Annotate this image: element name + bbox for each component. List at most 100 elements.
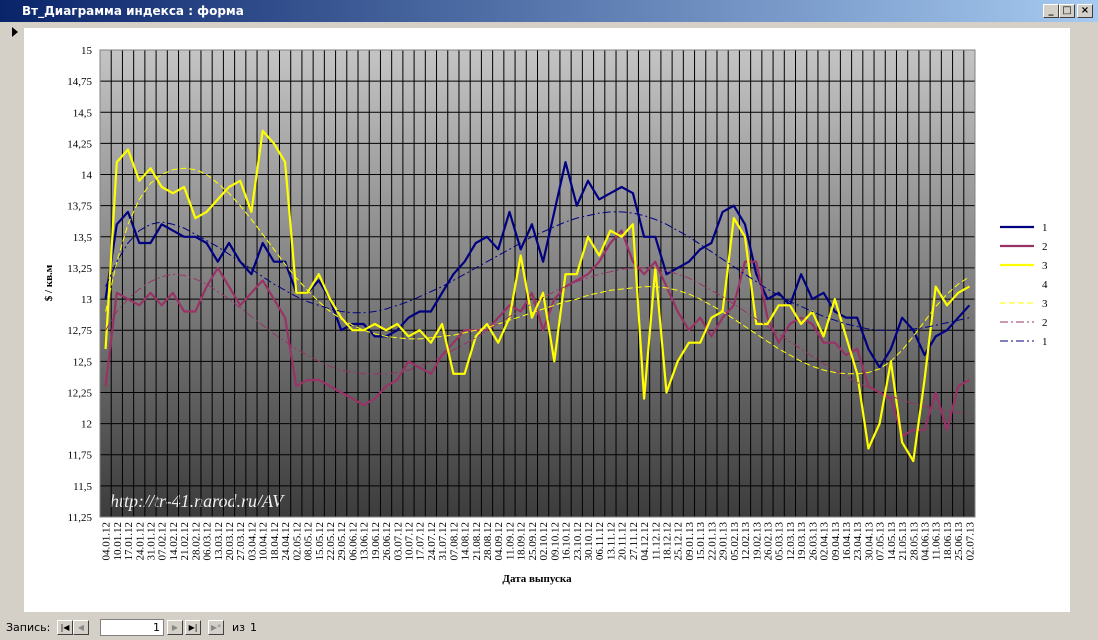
x-tick-label: 09.10.12: [549, 522, 561, 561]
x-tick-label: 24.04.12: [280, 522, 292, 561]
x-tick-label: 04.06.13: [920, 522, 932, 561]
x-tick-label: 09.01.13: [684, 522, 696, 561]
x-tick-label: 04.09.12: [493, 522, 505, 561]
x-tick-label: 05.03.13: [774, 522, 786, 561]
x-tick-label: 28.08.12: [482, 522, 494, 561]
x-tick-label: 14.08.12: [460, 522, 472, 561]
series-line: [105, 167, 970, 375]
legend-label: 2: [1042, 241, 1048, 253]
x-tick-label: 25.09.12: [527, 522, 539, 561]
x-tick-label: 07.02.12: [157, 522, 169, 561]
legend-label: 2: [1042, 317, 1048, 329]
x-tick-label: 06.11.12: [594, 522, 606, 560]
y-tick-label: 14,25: [67, 138, 92, 150]
x-tick-label: 18.04.12: [269, 522, 281, 561]
legend-label: 3: [1042, 298, 1048, 310]
x-tick-label: 21.02.12: [179, 522, 191, 561]
x-tick-label: 04.01.12: [101, 522, 113, 561]
x-tick-label: 26.06.12: [381, 522, 393, 561]
series-line: [105, 267, 970, 415]
series-line: [104, 129, 970, 463]
x-tick-label: 19.03.13: [796, 522, 808, 561]
x-tick-label: 12.02.13: [740, 522, 752, 561]
x-tick-label: 18.09.12: [516, 522, 528, 561]
x-tick-label: 10.07.12: [403, 522, 415, 561]
x-tick-label: 07.08.12: [448, 522, 460, 561]
x-tick-label: 30.10.12: [583, 522, 595, 561]
last-record[interactable]: ▶|: [185, 620, 201, 635]
x-tick-label: 09.04.13: [830, 522, 842, 561]
record-of: из: [232, 621, 245, 634]
x-tick-label: 10.04.12: [258, 522, 270, 561]
x-tick-label: 18.06.13: [942, 522, 954, 561]
y-tick-label: 12,75: [67, 325, 92, 337]
x-tick-label: 03.07.12: [392, 522, 404, 561]
x-tick-label: 02.10.12: [538, 522, 550, 561]
window-title: Вт_Диаграмма индекса : форма: [22, 4, 244, 18]
maximize-button[interactable]: □: [1059, 4, 1075, 18]
x-tick-label: 08.05.12: [303, 522, 315, 561]
record-number[interactable]: 1: [100, 619, 164, 636]
x-tick-label: 12.03.13: [785, 522, 797, 561]
x-tick-label: 25.06.13: [953, 522, 965, 561]
minimize-button[interactable]: _: [1043, 4, 1059, 18]
y-tick-label: 12: [81, 419, 92, 431]
y-tick-label: 11,5: [73, 481, 92, 493]
x-tick-label: 14.05.13: [886, 522, 898, 561]
record-total: 1: [250, 621, 257, 634]
y-tick-label: 11,75: [68, 450, 93, 462]
x-tick-label: 11.06.13: [931, 522, 943, 561]
x-tick-label: 04.12.12: [639, 522, 651, 561]
x-tick-label: 29.05.12: [336, 522, 348, 561]
y-tick-label: 14: [81, 170, 93, 182]
legend-label: 4: [1042, 279, 1048, 291]
x-tick-label: 24.01.12: [134, 522, 146, 561]
x-tick-label: 20.03.12: [224, 522, 236, 561]
x-tick-label: 02.04.13: [819, 522, 831, 561]
x-tick-label: 17.01.12: [123, 522, 135, 561]
x-tick-label: 27.03.12: [235, 522, 247, 561]
y-tick-label: 11,25: [68, 512, 93, 524]
x-tick-label: 28.05.13: [908, 522, 920, 561]
y-tick-label: 15: [81, 45, 93, 57]
x-tick-label: 25.12.12: [673, 522, 685, 561]
close-button[interactable]: ×: [1077, 4, 1093, 18]
x-tick-label: 13.06.12: [359, 522, 371, 561]
x-tick-label: 24.07.12: [426, 522, 438, 561]
x-tick-label: 21.08.12: [471, 522, 483, 561]
x-tick-label: 07.05.13: [875, 522, 887, 561]
plot-border: [99, 49, 976, 518]
x-tick-label: 11.09.12: [504, 522, 516, 560]
record-label: Запись:: [6, 621, 51, 634]
next-record[interactable]: ▶: [167, 620, 183, 635]
watermark: http://tr-41.narod.ru/AV: [110, 491, 285, 511]
x-tick-label: 15.01.13: [695, 522, 707, 561]
x-tick-label: 23.04.13: [852, 522, 864, 561]
x-tick-label: 06.06.12: [347, 522, 359, 561]
x-tick-label: 03.04.12: [246, 522, 258, 561]
y-tick-label: 13,75: [67, 201, 92, 213]
title-bar: Вт_Диаграмма индекса : форма _ □ ×: [0, 0, 1098, 22]
new-record[interactable]: ▶*: [208, 620, 224, 635]
series-line: [104, 229, 970, 438]
x-tick-label: 05.02.13: [729, 522, 741, 561]
prev-record[interactable]: ◀: [73, 620, 89, 635]
x-tick-label: 19.06.12: [370, 522, 382, 561]
x-tick-label: 14.02.12: [168, 522, 180, 561]
x-tick-label: 22.05.12: [325, 522, 337, 561]
legend-label: 1: [1042, 336, 1048, 348]
x-tick-label: 06.03.12: [202, 522, 214, 561]
x-tick-label: 19.02.13: [751, 522, 763, 561]
first-record[interactable]: |◀: [57, 620, 73, 635]
y-tick-label: 13,25: [67, 263, 92, 275]
record-selector: [12, 27, 18, 37]
x-tick-label: 02.07.13: [964, 522, 976, 561]
y-tick-label: 14,5: [73, 107, 93, 119]
x-tick-label: 28.02.12: [190, 522, 202, 561]
x-tick-label: 02.05.12: [291, 522, 303, 561]
x-tick-label: 30.04.13: [863, 522, 875, 561]
x-tick-label: 26.02.13: [762, 522, 774, 561]
x-tick-label: 17.07.12: [415, 522, 427, 561]
x-tick-label: 22.01.13: [706, 522, 718, 561]
y-tick-label: 13,5: [73, 232, 93, 244]
